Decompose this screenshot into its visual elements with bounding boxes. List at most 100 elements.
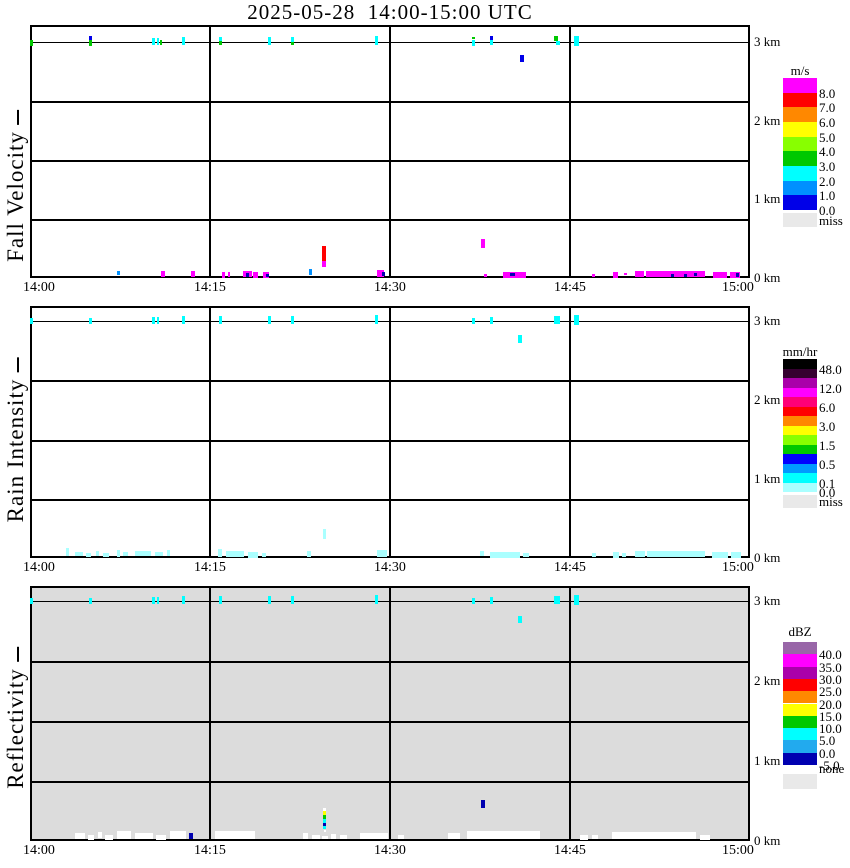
data-dot [484, 274, 487, 277]
data-dot [472, 40, 475, 46]
colorbar-missing-label: miss [819, 494, 843, 509]
colorbar-missing-cell [783, 213, 817, 227]
colorbar-tick-label: 48.0 [819, 362, 842, 377]
colorbar-missing-cell [783, 495, 817, 508]
colorbar-tick-label: 5.0 [819, 130, 836, 145]
colorbar-cell [783, 78, 817, 93]
colorbar-tick-label: 15.0 [819, 709, 842, 724]
data-dot [268, 596, 271, 604]
colorbar-tick-label: 12.0 [819, 381, 842, 396]
height-label: 2 km [754, 392, 781, 407]
data-dot [490, 40, 493, 45]
horizontal-gridline [30, 440, 750, 442]
data-dot [671, 274, 674, 277]
data-dot [161, 271, 165, 277]
colorbar-tick-label: 8.0 [819, 86, 836, 101]
data-dot [117, 550, 120, 557]
data-dot [323, 823, 326, 826]
horizontal-gridline [30, 661, 750, 663]
data-dot [340, 835, 347, 839]
x-tick-label: 14:15 [194, 560, 226, 575]
colorbar-missing-label: none [819, 761, 845, 776]
data-dot [612, 832, 696, 839]
colorbar-cell [783, 715, 817, 729]
data-dot [291, 596, 294, 604]
data-dot [382, 272, 385, 276]
colorbar-tick-label: 25.0 [819, 684, 842, 699]
vertical-gridline [209, 586, 211, 841]
data-dot [490, 317, 493, 324]
data-dot [215, 831, 255, 839]
data-dot [123, 552, 128, 556]
data-dot [467, 831, 540, 839]
data-dot [730, 272, 740, 278]
data-dot [268, 37, 271, 45]
data-dot [490, 36, 493, 41]
data-dot [89, 40, 92, 46]
colorbar-cell [783, 195, 817, 211]
colorbar-cell [783, 728, 817, 741]
colorbar-unit-label: dBZ [788, 624, 812, 639]
colorbar-cell [783, 654, 817, 667]
colorbar-cell [783, 136, 817, 152]
data-dot [156, 835, 166, 840]
colorbar-tick-label: 30.0 [819, 672, 842, 687]
colorbar-cell [783, 122, 817, 137]
colorbar-tick-label: -5.0 [819, 758, 840, 773]
data-dot [89, 36, 92, 40]
colorbar-cell [783, 703, 817, 716]
height-label: 1 km [754, 191, 781, 206]
data-dot [472, 318, 475, 324]
data-dot [481, 239, 485, 248]
colorbar-tick-label: 4.0 [819, 144, 836, 159]
colorbar-cell [783, 180, 817, 196]
colorbar-cell [783, 678, 817, 692]
data-dot [731, 552, 741, 558]
colorbar-missing-cell [783, 774, 817, 789]
data-dot [592, 553, 596, 557]
horizontal-gridline [30, 781, 750, 783]
colorbar-cell [783, 482, 817, 492]
data-dot [135, 833, 153, 839]
data-dot [228, 272, 230, 277]
colorbar-cell [783, 151, 817, 166]
vertical-gridline [209, 25, 211, 278]
data-dot [105, 835, 113, 840]
data-dot [518, 616, 522, 623]
height-label: 1 km [754, 471, 781, 486]
data-dot [189, 833, 193, 839]
x-tick-label: 14:45 [554, 843, 586, 858]
colorbar-cell [783, 425, 817, 435]
data-dot [556, 41, 560, 45]
data-dot [713, 272, 727, 278]
vertical-gridline [209, 306, 211, 558]
data-dot [574, 315, 579, 325]
data-dot [331, 834, 336, 839]
data-dot [574, 595, 579, 605]
three-km-line [30, 42, 750, 43]
data-dot [266, 274, 269, 277]
data-dot [377, 550, 387, 557]
colorbar-cell [783, 92, 817, 108]
y-axis-title: Fall Velocity [3, 110, 29, 262]
three-km-line [30, 321, 750, 322]
data-dot [152, 317, 155, 324]
data-dot [152, 38, 155, 45]
height-label: 2 km [754, 673, 781, 688]
x-tick-label: 14:00 [23, 560, 55, 575]
height-label: 0 km [754, 550, 781, 565]
data-dot [98, 832, 102, 838]
data-dot [157, 317, 159, 324]
data-dot [554, 316, 560, 324]
colorbar-cell [783, 752, 817, 765]
data-dot [523, 553, 529, 557]
colorbar-cell [783, 406, 817, 416]
data-dot [480, 551, 484, 556]
colorbar-tick-label: 20.0 [819, 697, 842, 712]
data-dot [613, 272, 618, 278]
data-dot [219, 316, 222, 324]
colorbar-tick-label: 0.0 [819, 746, 836, 761]
data-dot [481, 800, 485, 808]
x-tick-label: 15:00 [722, 560, 754, 575]
height-label: 1 km [754, 753, 781, 768]
